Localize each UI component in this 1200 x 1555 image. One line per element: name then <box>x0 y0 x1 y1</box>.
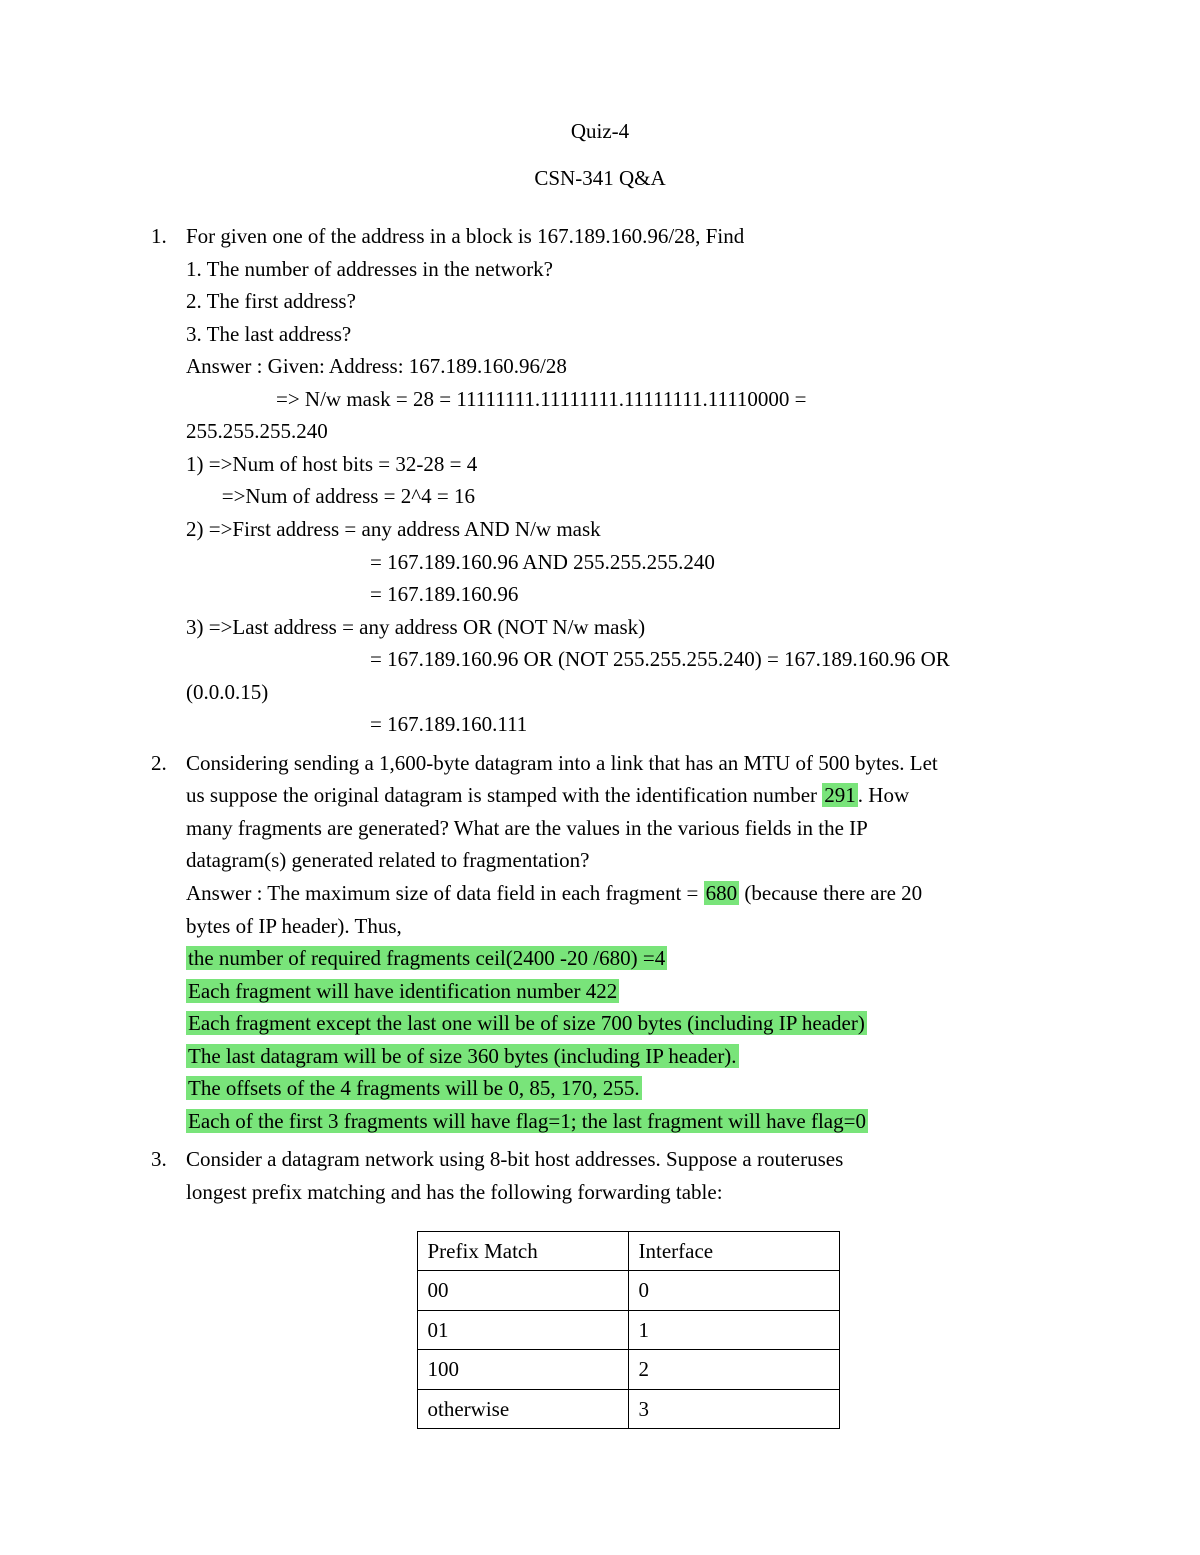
course-title: CSN-341 Q&A <box>130 162 1070 195</box>
table-col-prefix: Prefix Match <box>417 1231 628 1271</box>
q2-hl1-line: the number of required fragments ceil(24… <box>186 942 1070 975</box>
q2-p1b-pre: us suppose the original datagram is stam… <box>186 783 822 807</box>
q2-max-size-highlight: 680 <box>704 881 740 905</box>
q1-a1a: 1) =>Num of host bits = 32-28 = 4 <box>186 448 1070 481</box>
q1-sub1: 1. The number of addresses in the networ… <box>186 253 1070 286</box>
q2-hl2-line: Each fragment will have identification n… <box>186 975 1070 1008</box>
q1-a1b: =>Num of address = 2^4 = 16 <box>186 480 1070 513</box>
q2-hl5: The offsets of the 4 fragments will be 0… <box>186 1076 642 1100</box>
q2-p1c: many fragments are generated? What are t… <box>186 812 1070 845</box>
q1-a3d: = 167.189.160.111 <box>186 708 1070 741</box>
q2-ans-b: bytes of IP header). Thus, <box>186 910 1070 943</box>
q3-p2: longest prefix matching and has the foll… <box>186 1176 1070 1209</box>
routing-table: Prefix Match Interface 00 0 01 1 100 2 <box>417 1231 840 1430</box>
q2-hl4-line: The last datagram will be of size 360 by… <box>186 1040 1070 1073</box>
table-row: otherwise 3 <box>417 1389 839 1429</box>
table-cell-prefix: 01 <box>417 1310 628 1350</box>
table-cell-prefix: otherwise <box>417 1389 628 1429</box>
table-row: 100 2 <box>417 1350 839 1390</box>
q2-p1b-post: . How <box>858 783 909 807</box>
q3-p1: Consider a datagram network using 8-bit … <box>186 1143 1070 1176</box>
table-row: 01 1 <box>417 1310 839 1350</box>
q2-hl6-line: Each of the first 3 fragments will have … <box>186 1105 1070 1138</box>
table-cell-interface: 1 <box>628 1310 839 1350</box>
q1-mask-line: => N/w mask = 28 = 11111111.11111111.111… <box>186 383 1070 416</box>
q2-hl6: Each of the first 3 fragments will have … <box>186 1109 868 1133</box>
q2-hl1: the number of required fragments ceil(24… <box>186 946 667 970</box>
table-col-interface: Interface <box>628 1231 839 1271</box>
table-cell-interface: 0 <box>628 1271 839 1311</box>
question-1: For given one of the address in a block … <box>172 220 1070 741</box>
question-3: Consider a datagram network using 8-bit … <box>172 1143 1070 1429</box>
q2-p1a: Considering sending a 1,600-byte datagra… <box>186 747 1070 780</box>
q1-a2b: = 167.189.160.96 AND 255.255.255.240 <box>186 546 1070 579</box>
q1-a3a: 3) =>Last address = any address OR (NOT … <box>186 611 1070 644</box>
question-2: Considering sending a 1,600-byte datagra… <box>172 747 1070 1138</box>
q2-ans-a: Answer : The maximum size of data field … <box>186 877 1070 910</box>
q1-a2c: = 167.189.160.96 <box>186 578 1070 611</box>
q1-mask-value: 255.255.255.240 <box>186 415 1070 448</box>
q2-id-number-highlight: 291 <box>822 783 858 807</box>
table-cell-interface: 3 <box>628 1389 839 1429</box>
q2-ans-a-pre: Answer : The maximum size of data field … <box>186 881 704 905</box>
q1-answer-given: Answer : Given: Address: 167.189.160.96/… <box>186 350 1070 383</box>
table-cell-prefix: 00 <box>417 1271 628 1311</box>
q2-p1b: us suppose the original datagram is stam… <box>186 779 1070 812</box>
q1-a2a: 2) =>First address = any address AND N/w… <box>186 513 1070 546</box>
table-row: 00 0 <box>417 1271 839 1311</box>
q1-sub2: 2. The first address? <box>186 285 1070 318</box>
q2-hl4: The last datagram will be of size 360 by… <box>186 1044 739 1068</box>
routing-table-wrapper: Prefix Match Interface 00 0 01 1 100 2 <box>186 1231 1070 1430</box>
table-cell-interface: 2 <box>628 1350 839 1390</box>
table-cell-prefix: 100 <box>417 1350 628 1390</box>
q1-prompt: For given one of the address in a block … <box>186 220 1070 253</box>
q2-hl3-line: Each fragment except the last one will b… <box>186 1007 1070 1040</box>
q2-ans-a-post: (because there are 20 <box>739 881 922 905</box>
document-page: Quiz-4 CSN-341 Q&A For given one of the … <box>0 0 1200 1555</box>
q1-sub3: 3. The last address? <box>186 318 1070 351</box>
question-list: For given one of the address in a block … <box>130 220 1070 1429</box>
q1-a3c: (0.0.0.15) <box>186 676 1070 709</box>
q2-hl3: Each fragment except the last one will b… <box>186 1011 867 1035</box>
q2-hl2: Each fragment will have identification n… <box>186 979 619 1003</box>
quiz-title: Quiz-4 <box>130 115 1070 148</box>
q2-p1d: datagram(s) generated related to fragmen… <box>186 844 1070 877</box>
q1-a3b: = 167.189.160.96 OR (NOT 255.255.255.240… <box>186 643 1070 676</box>
q2-hl5-line: The offsets of the 4 fragments will be 0… <box>186 1072 1070 1105</box>
table-header-row: Prefix Match Interface <box>417 1231 839 1271</box>
